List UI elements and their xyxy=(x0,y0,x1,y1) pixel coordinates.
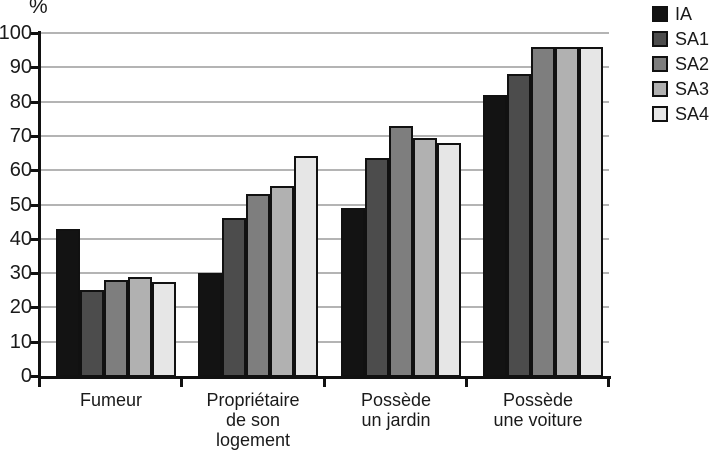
gridline-40 xyxy=(40,238,609,240)
legend-swatch-sa2 xyxy=(652,56,668,72)
y-tick-label-80: 80 xyxy=(9,91,32,113)
legend-item-sa1: SA1 xyxy=(652,29,710,49)
y-tick-label-20: 20 xyxy=(9,296,32,318)
y-tick-60 xyxy=(30,169,40,172)
bar-sa3-4 xyxy=(555,47,579,377)
legend-swatch-sa1 xyxy=(652,31,668,47)
gridline-100 xyxy=(40,32,609,34)
y-tick-70 xyxy=(30,135,40,138)
gridline-50 xyxy=(40,204,609,206)
gridline-80 xyxy=(40,101,609,103)
legend-label-ia: IA xyxy=(675,4,693,24)
gridline-90 xyxy=(40,66,609,68)
gridline-10 xyxy=(40,341,609,343)
legend-swatch-ia xyxy=(652,6,668,22)
y-tick-0 xyxy=(30,375,40,378)
y-tick-20 xyxy=(30,306,40,309)
y-tick-label-100: 100 xyxy=(0,22,32,44)
y-tick-label-90: 90 xyxy=(9,56,32,78)
gridline-30 xyxy=(40,272,609,274)
bar-ia-2 xyxy=(198,273,222,377)
bar-sa4-2 xyxy=(294,156,318,377)
x-category-label-2: Propriétaire de son logement xyxy=(206,390,300,450)
bar-sa2-4 xyxy=(531,47,555,377)
x-category-label-1: Fumeur xyxy=(79,390,142,410)
y-tick-label-10: 10 xyxy=(9,331,32,353)
gridline-20 xyxy=(40,306,609,308)
x-tick-2 xyxy=(323,376,326,387)
legend-label-sa2: SA2 xyxy=(675,54,710,74)
bar-sa1-3 xyxy=(365,158,389,377)
bar-sa2-2 xyxy=(246,194,270,377)
x-tick-3 xyxy=(465,376,468,387)
y-tick-90 xyxy=(30,66,40,69)
x-category-label-3: Possède un jardin xyxy=(360,390,432,430)
bar-ia-3 xyxy=(341,208,365,377)
legend-label-sa3: SA3 xyxy=(675,79,710,99)
legend-item-sa2: SA2 xyxy=(652,54,710,74)
bar-sa2-3 xyxy=(389,126,413,377)
bar-sa3-2 xyxy=(270,186,294,377)
legend-item-sa3: SA3 xyxy=(652,79,710,99)
bar-sa4-3 xyxy=(437,143,461,377)
y-tick-label-30: 30 xyxy=(9,262,32,284)
y-tick-label-40: 40 xyxy=(9,228,32,250)
y-tick-40 xyxy=(30,238,40,241)
x-tick-4 xyxy=(607,376,610,387)
bar-sa1-2 xyxy=(222,218,246,377)
legend-label-sa4: SA4 xyxy=(675,104,710,124)
y-tick-30 xyxy=(30,272,40,275)
bar-ia-1 xyxy=(56,229,80,377)
bar-sa2-1 xyxy=(104,280,128,377)
bar-sa3-1 xyxy=(128,277,152,377)
y-tick-label-60: 60 xyxy=(9,159,32,181)
y-axis-unit-label: % xyxy=(29,0,48,18)
bar-sa4-4 xyxy=(579,47,603,377)
legend-swatch-sa4 xyxy=(652,106,668,122)
x-category-label-4: Possède une voiture xyxy=(493,390,583,430)
y-tick-50 xyxy=(30,204,40,207)
x-tick-1 xyxy=(180,376,183,387)
y-tick-label-50: 50 xyxy=(9,194,32,216)
legend-label-sa1: SA1 xyxy=(675,29,710,49)
gridline-70 xyxy=(40,135,609,137)
y-tick-100 xyxy=(30,32,40,35)
bar-sa1-1 xyxy=(80,290,104,377)
bar-sa4-1 xyxy=(152,282,176,377)
gridline-60 xyxy=(40,169,609,171)
y-tick-10 xyxy=(30,341,40,344)
y-tick-label-70: 70 xyxy=(9,125,32,147)
legend: IA SA1 SA2 SA3 SA4 xyxy=(652,4,710,131)
legend-item-ia: IA xyxy=(652,4,709,24)
y-tick-label-0: 0 xyxy=(20,365,32,387)
x-tick-0 xyxy=(38,376,41,387)
bar-ia-4 xyxy=(483,95,507,377)
y-tick-80 xyxy=(30,101,40,104)
bar-sa3-3 xyxy=(413,138,437,377)
legend-item-sa4: SA4 xyxy=(652,104,710,124)
legend-swatch-sa3 xyxy=(652,81,668,97)
bar-sa1-4 xyxy=(507,74,531,377)
